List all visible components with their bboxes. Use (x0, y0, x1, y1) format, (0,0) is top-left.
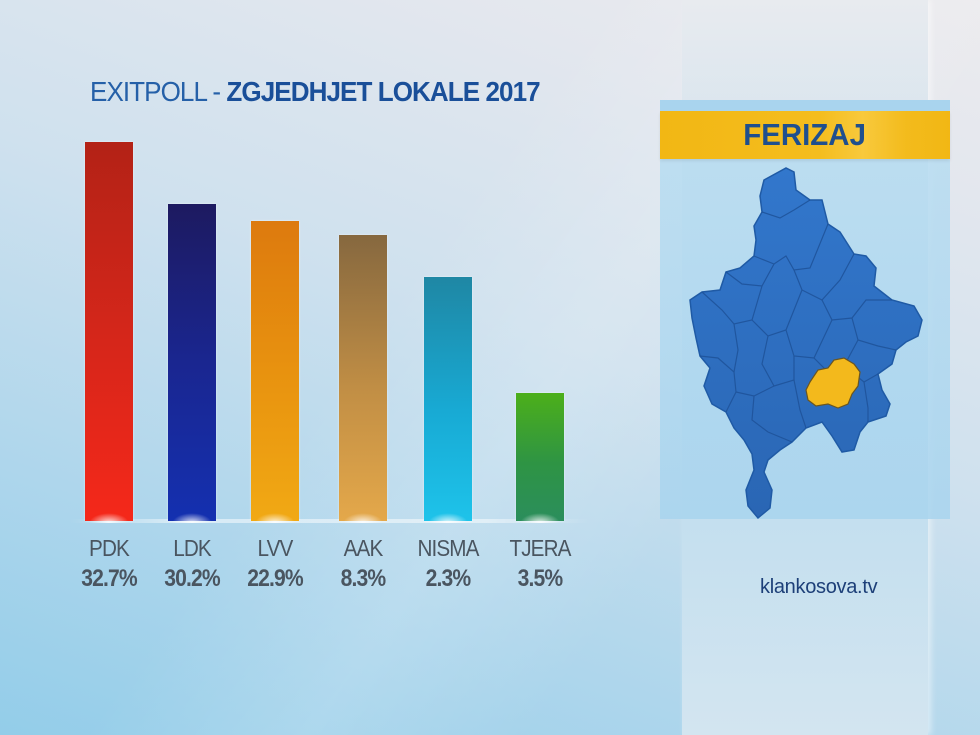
kosovo-map (682, 160, 942, 530)
region-name: FERIZAJ (743, 117, 867, 152)
value-label: 8.3% (340, 565, 386, 592)
bar-lvv (251, 221, 299, 523)
category-label: AAK (343, 535, 384, 561)
region-banner: FERIZAJ (660, 111, 950, 159)
bar-tjera (516, 393, 564, 523)
category-label: LVV (257, 535, 294, 561)
title-exitpoll: EXITPOLL - (90, 76, 227, 107)
map-icon (689, 167, 923, 520)
website-link: klankosova.tv (760, 576, 878, 598)
bar-nisma (424, 277, 472, 523)
bar-pdk (85, 142, 133, 523)
value-label: 22.9% (247, 565, 303, 592)
category-label: TJERA (509, 535, 571, 561)
value-label: 2.3% (425, 565, 471, 592)
bar-chart: PDK LDK LVV AAK NISMA TJERA 32.7% 30.2% … (70, 142, 590, 592)
category-label: NISMA (417, 535, 479, 561)
value-label: 30.2% (164, 565, 220, 592)
title-election: ZGJEDHJET LOKALE 2017 (226, 76, 540, 107)
value-label: 3.5% (517, 565, 563, 592)
bar-aak (339, 235, 387, 523)
category-label: LDK (173, 535, 211, 561)
category-label: PDK (89, 535, 130, 561)
ferizaj-region-icon (805, 357, 861, 409)
chart-title: EXITPOLL - ZGJEDHJET LOKALE 2017 (90, 76, 541, 108)
value-label: 32.7% (81, 565, 137, 592)
bar-ldk (168, 204, 216, 523)
banner-ledge (660, 100, 950, 112)
chart-baseline (70, 519, 590, 523)
